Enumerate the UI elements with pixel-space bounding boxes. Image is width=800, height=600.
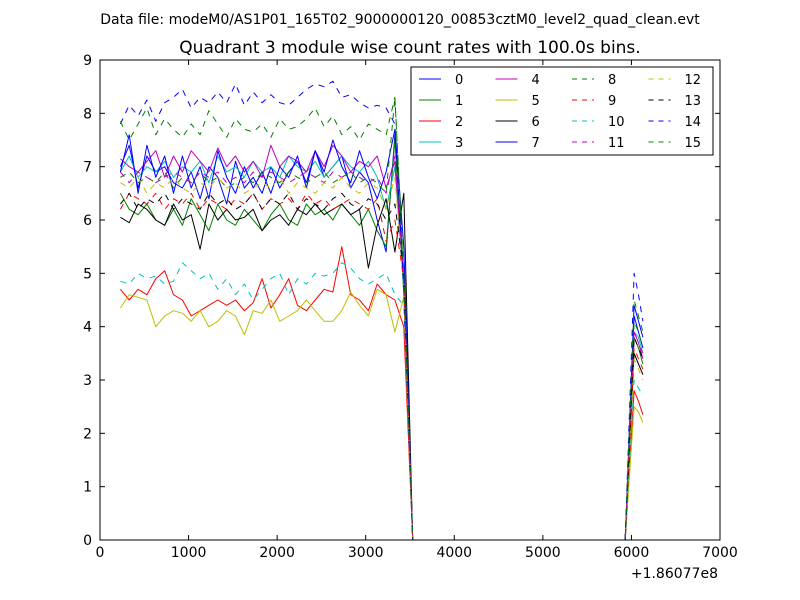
series-line-10	[120, 262, 644, 541]
series-line-1	[119, 139, 644, 541]
y-tick-label: 0	[83, 533, 92, 549]
legend-label-9: 9	[608, 94, 616, 109]
y-tick-label: 8	[83, 106, 92, 122]
y-tick-label: 9	[83, 53, 92, 69]
series-line-14	[119, 80, 644, 541]
y-tick-label: 2	[83, 426, 92, 442]
series-line-11	[120, 155, 644, 541]
series-line-0	[119, 134, 644, 541]
x-tick-label: 1000	[171, 545, 207, 561]
y-tick-label: 6	[83, 213, 92, 229]
series-line-7	[119, 128, 644, 541]
x-tick-label: 2000	[259, 545, 295, 561]
chart-title: Quadrant 3 module wise count rates with …	[179, 38, 640, 58]
legend-label-0: 0	[455, 73, 463, 88]
series-line-3	[119, 155, 644, 541]
legend-label-4: 4	[532, 73, 540, 88]
legend-label-7: 7	[532, 136, 540, 151]
legend-label-15: 15	[685, 136, 702, 151]
legend-box	[410, 66, 714, 156]
legend-label-11: 11	[608, 136, 625, 151]
legend-label-2: 2	[455, 115, 463, 130]
legend-label-1: 1	[455, 94, 463, 109]
legend-label-3: 3	[455, 136, 463, 151]
x-axis: 0 1000 2000 3000 4000 5000 6000 7000	[96, 60, 738, 561]
y-tick-label: 3	[83, 373, 92, 389]
series-line-2	[120, 246, 644, 541]
legend-label-14: 14	[685, 115, 702, 130]
series-line-8	[120, 96, 644, 541]
legend-label-5: 5	[532, 94, 540, 109]
x-tick-label: 6000	[614, 545, 650, 561]
legend-label-6: 6	[532, 115, 540, 130]
x-tick-label: 0	[96, 545, 105, 561]
legend-label-13: 13	[685, 94, 702, 109]
legend-label-8: 8	[608, 73, 616, 88]
x-tick-label: 5000	[525, 545, 561, 561]
y-tick-label: 7	[83, 160, 92, 176]
plot-frame	[99, 59, 721, 541]
series-line-5	[119, 288, 644, 541]
x-tick-label: 4000	[436, 545, 472, 561]
series-line-4	[120, 144, 644, 541]
figure-suptitle: Data file: modeM0/AS1P01_165T02_90000001…	[100, 12, 700, 28]
series-line-6	[120, 192, 644, 541]
y-tick-label: 5	[83, 266, 92, 282]
x-tick-label: 7000	[702, 545, 738, 561]
legend-label-12: 12	[685, 73, 702, 88]
series-line-12	[120, 176, 644, 541]
series-line-15	[119, 96, 644, 541]
legend-label-10: 10	[608, 115, 625, 130]
x-offset-label: +1.86077e8	[631, 566, 718, 582]
y-tick-label: 1	[83, 480, 92, 496]
x-tick-label: 3000	[348, 545, 384, 561]
y-tick-label: 4	[83, 320, 92, 336]
